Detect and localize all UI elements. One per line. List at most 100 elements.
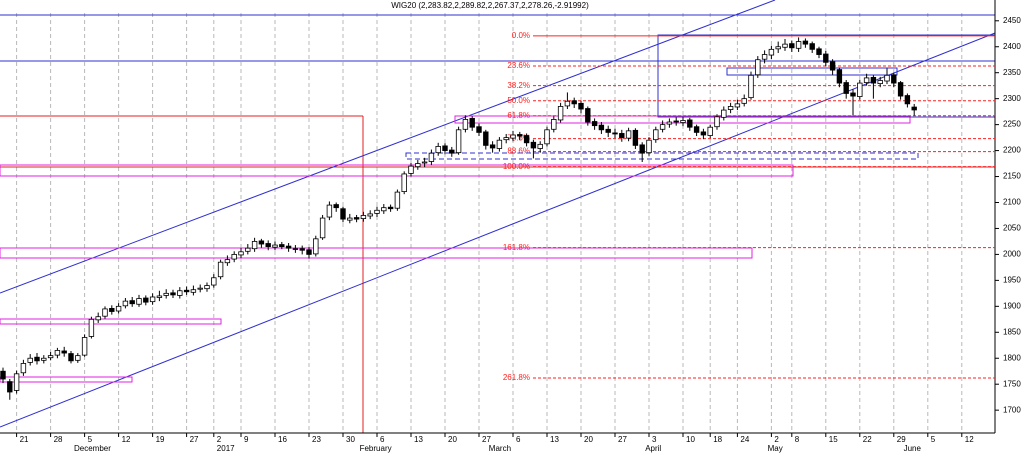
candle-body xyxy=(775,46,781,50)
candle-body xyxy=(435,146,441,154)
x-tick-label: 24 xyxy=(740,435,749,444)
y-tick-label: 2000 xyxy=(1003,250,1021,259)
grid xyxy=(16,13,963,433)
x-tick-label: 23 xyxy=(312,435,321,444)
candle-body xyxy=(224,259,231,264)
zone xyxy=(726,67,898,76)
candle-body xyxy=(272,244,278,248)
candle-body xyxy=(469,117,475,128)
zone xyxy=(0,376,133,383)
x-tick-label: 8 xyxy=(795,435,800,444)
candle-body xyxy=(755,59,761,76)
candle-body xyxy=(455,129,462,154)
x-tick-label: 5 xyxy=(88,435,93,444)
y-tick-label: 2400 xyxy=(1003,42,1021,51)
candle-body xyxy=(591,121,598,127)
candle-body xyxy=(877,80,883,85)
candle-body xyxy=(557,106,564,121)
x-tick-label: 22 xyxy=(863,435,872,444)
x-tick-label: 27 xyxy=(618,435,627,444)
candle-body xyxy=(891,74,897,84)
y-tick-label: 1800 xyxy=(1003,353,1021,362)
candle-body xyxy=(850,92,856,97)
candle-body xyxy=(183,289,190,293)
candle-body xyxy=(659,124,666,130)
candle-body xyxy=(163,292,169,296)
y-tick-label: 1950 xyxy=(1003,275,1021,284)
candle-body xyxy=(367,213,373,217)
candle-body xyxy=(632,129,639,146)
month-label: April xyxy=(645,444,661,453)
candle-body xyxy=(653,129,659,141)
fib-label: 38.2% xyxy=(507,81,530,90)
candle-body xyxy=(782,43,788,48)
candle-body xyxy=(483,131,489,146)
candle-body xyxy=(299,248,305,251)
candle-body xyxy=(319,217,326,239)
candle-body xyxy=(768,48,775,56)
candle-body xyxy=(136,298,142,305)
candle-body xyxy=(428,152,435,162)
x-tick-label: 9 xyxy=(244,435,249,444)
x-tick-label: 16 xyxy=(278,435,287,444)
candle-body xyxy=(707,126,713,136)
zone xyxy=(0,318,222,325)
candle-body xyxy=(496,139,503,149)
candle-body xyxy=(54,350,61,356)
x-tick-label: 20 xyxy=(448,435,457,444)
candle-body xyxy=(353,217,360,220)
x-tick-label: 6 xyxy=(380,435,385,444)
x-tick-label: 15 xyxy=(829,435,838,444)
candle-body xyxy=(190,289,197,293)
candle-body xyxy=(734,103,741,108)
candle-body xyxy=(748,74,754,99)
candle-body xyxy=(75,355,81,361)
channel-line xyxy=(0,32,996,428)
candle-body xyxy=(523,135,530,144)
candle-body xyxy=(578,102,584,110)
candle-body xyxy=(306,249,312,255)
candle-body xyxy=(129,300,135,305)
candle-body xyxy=(761,54,768,60)
candle-body xyxy=(897,82,904,97)
candle-body xyxy=(612,132,618,135)
x-tick-label: 27 xyxy=(190,435,199,444)
x-tick-label: 28 xyxy=(54,435,63,444)
fib-label: 78.6% xyxy=(507,134,530,143)
candle-body xyxy=(795,41,802,49)
candle-body xyxy=(68,353,74,362)
candle-body xyxy=(408,165,414,174)
candle-body xyxy=(149,296,156,303)
candle-body xyxy=(700,131,707,136)
candle-body xyxy=(81,337,88,356)
candle-body xyxy=(714,116,720,128)
candle-body xyxy=(102,308,108,317)
x-tick-label: 13 xyxy=(414,435,423,444)
y-tick-label: 2150 xyxy=(1003,172,1021,181)
x-tick-label: 6 xyxy=(516,435,521,444)
x-tick-label: 19 xyxy=(156,435,165,444)
fib-label: 161.8% xyxy=(503,243,530,252)
candle-body xyxy=(20,363,27,374)
candle-body xyxy=(544,129,550,145)
candle-body xyxy=(510,134,516,139)
candle-body xyxy=(836,69,843,84)
candle-body xyxy=(13,373,20,391)
candle-body xyxy=(360,215,367,219)
x-tick-label: 30 xyxy=(346,435,355,444)
candle-body xyxy=(829,61,836,71)
candle-body xyxy=(857,82,863,97)
candle-body xyxy=(680,120,686,123)
candle-body xyxy=(789,43,795,49)
fib-label: 100.0% xyxy=(503,162,530,171)
candle-body xyxy=(34,356,40,362)
y-tick-label: 1850 xyxy=(1003,327,1021,336)
candle-body xyxy=(326,204,333,218)
candle-body xyxy=(143,297,149,303)
candle-body xyxy=(401,173,407,192)
candle-body xyxy=(605,128,611,133)
candle-body xyxy=(0,370,6,380)
candle-body xyxy=(211,277,217,286)
y-tick-label: 2050 xyxy=(1003,224,1021,233)
candle-body xyxy=(374,209,380,214)
